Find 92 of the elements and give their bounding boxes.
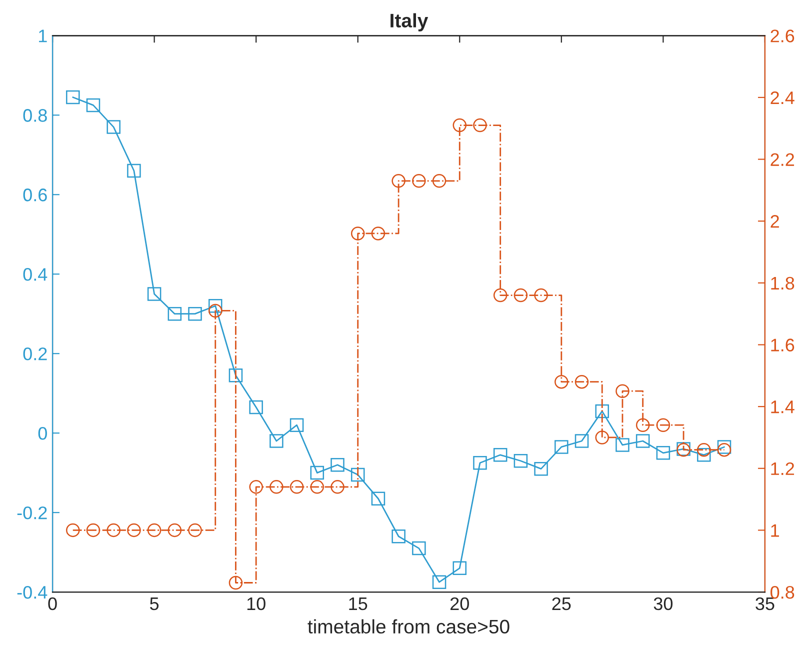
- point: [350, 226, 365, 240]
- point: [697, 442, 711, 457]
- point: [554, 374, 568, 389]
- point: [66, 523, 80, 538]
- x-tick-label: 10: [247, 597, 266, 610]
- point: [493, 288, 508, 302]
- chart-title: Italy: [390, 13, 428, 32]
- y-tick-label: 1: [39, 30, 47, 42]
- y2-tick-label: 1.2: [771, 462, 794, 475]
- point: [636, 418, 650, 432]
- y2-tick-label: 2.6: [770, 30, 794, 42]
- point: [147, 287, 162, 301]
- y-tick-label: 0: [38, 426, 47, 440]
- point: [636, 434, 650, 448]
- point: [452, 561, 467, 576]
- point: [290, 418, 304, 432]
- x-tick-label: 0: [48, 597, 57, 610]
- y2-tick-label: 1.8: [771, 276, 794, 290]
- point: [412, 174, 426, 188]
- point: [493, 448, 508, 462]
- y2-tick-label: 1.4: [771, 400, 794, 414]
- point: [554, 440, 568, 454]
- point: [392, 530, 406, 544]
- point: [616, 384, 630, 398]
- point: [514, 288, 528, 302]
- point: [595, 430, 609, 444]
- point: [188, 306, 202, 321]
- point: [616, 438, 630, 452]
- y-tick-label: 0.8: [23, 109, 47, 122]
- x-tick-label: 20: [450, 597, 469, 610]
- y2-tick-label: 2.2: [770, 153, 794, 166]
- point: [168, 306, 182, 321]
- point: [127, 523, 141, 538]
- point: [534, 288, 548, 302]
- point: [228, 368, 243, 382]
- point: [270, 434, 284, 448]
- point: [249, 480, 263, 494]
- point: [330, 458, 344, 472]
- y2-tick-label: 2: [770, 215, 779, 228]
- point: [432, 575, 446, 589]
- point: [412, 541, 426, 556]
- x-axis-title: timetable from case>50: [308, 619, 510, 634]
- x-tick-label: 35: [756, 597, 774, 610]
- x-tick-label: 30: [654, 597, 673, 610]
- point: [208, 304, 222, 318]
- x-tick-label: 25: [552, 597, 571, 610]
- point: [188, 523, 202, 538]
- point: [290, 480, 304, 494]
- point: [147, 523, 162, 538]
- point: [86, 98, 100, 112]
- point: [127, 164, 141, 178]
- point: [106, 523, 120, 538]
- point: [350, 468, 365, 482]
- point: [697, 448, 711, 462]
- point: [86, 523, 100, 538]
- y-tick-label: 0.4: [23, 268, 48, 281]
- point: [168, 523, 182, 538]
- point: [534, 462, 548, 476]
- x-tick-label: 5: [150, 598, 159, 610]
- x-tick-label: 15: [349, 598, 368, 610]
- y2-tick-label: 2.4: [770, 91, 794, 104]
- point: [574, 374, 589, 389]
- y2-tick-label: 0.8: [770, 586, 794, 599]
- point: [514, 454, 528, 468]
- point: [228, 576, 243, 590]
- point: [473, 118, 487, 132]
- y2-tick-label: 1.6: [771, 338, 794, 352]
- point: [371, 226, 386, 240]
- point: [473, 456, 487, 470]
- point: [66, 90, 80, 104]
- y-tick-label: 0.2: [23, 348, 47, 360]
- point: [595, 404, 609, 418]
- point: [249, 400, 263, 414]
- point: [392, 174, 406, 188]
- point: [371, 492, 386, 506]
- y2-tick-label: 1: [771, 524, 779, 537]
- point: [270, 480, 284, 494]
- point: [310, 480, 324, 494]
- point: [656, 418, 670, 432]
- point: [574, 434, 589, 448]
- point: [717, 440, 732, 454]
- point: [717, 442, 732, 457]
- point: [432, 174, 446, 188]
- point: [330, 480, 344, 494]
- point: [310, 466, 324, 480]
- point: [208, 299, 222, 313]
- point: [452, 118, 467, 132]
- y-tick-label: 0.6: [23, 188, 47, 202]
- point: [656, 446, 670, 460]
- y-tick-label: -0.2: [17, 506, 47, 520]
- point: [106, 120, 120, 134]
- y-tick-label: -0.4: [17, 586, 48, 599]
